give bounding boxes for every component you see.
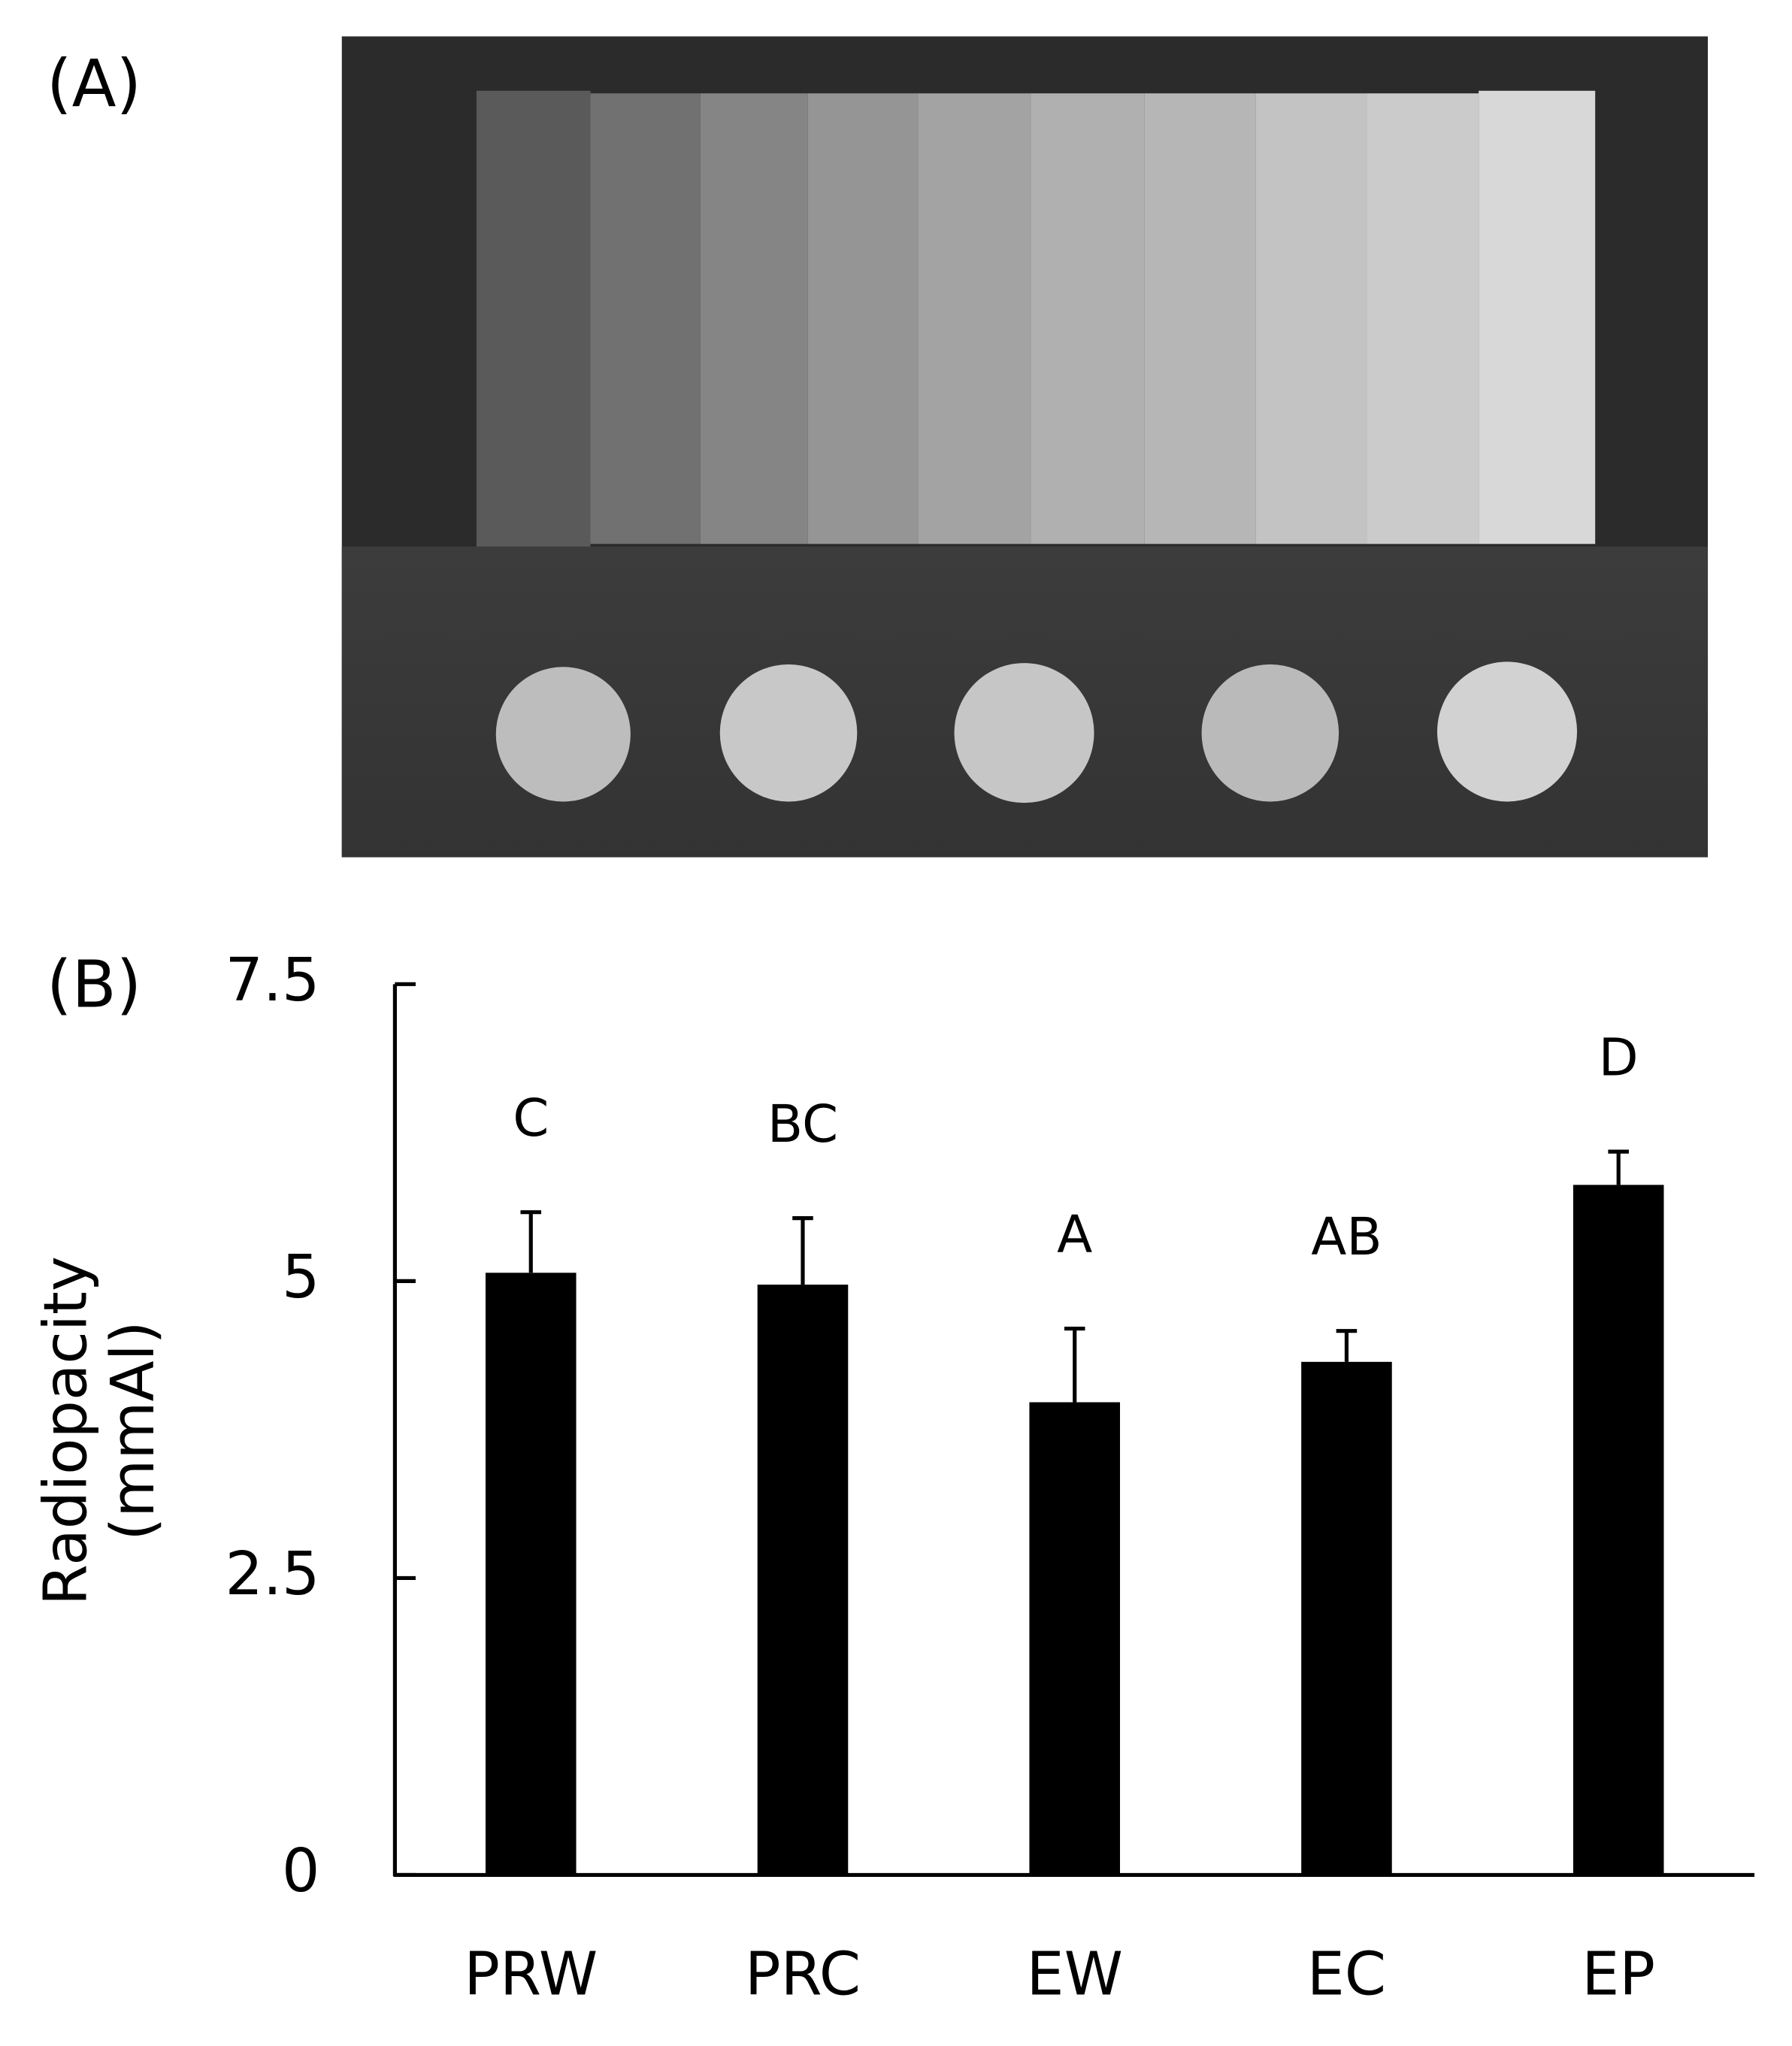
step (1367, 93, 1479, 544)
x-tick-label: EP (1582, 1939, 1655, 2009)
x-tick-label: PRW (464, 1939, 598, 2009)
step (700, 93, 808, 544)
step (1255, 93, 1368, 544)
x-tick-label: EW (1027, 1939, 1123, 2009)
bar (1301, 1361, 1392, 1875)
y-tick-label: 0 (282, 1836, 319, 1905)
significance-label: AB (1311, 1207, 1382, 1267)
bar (485, 1273, 577, 1875)
y-axis-title: Radiopacity (mmAl) (31, 1256, 168, 1606)
sample-disc (719, 664, 858, 802)
significance-label: A (1057, 1205, 1092, 1265)
radiograph (341, 36, 1709, 858)
sample-disc (1437, 661, 1578, 802)
y-tick-label: 5 (282, 1242, 319, 1312)
step (1479, 90, 1596, 544)
step (918, 93, 1031, 544)
sample-disc (954, 663, 1094, 804)
step (1144, 93, 1256, 544)
step (807, 93, 919, 544)
x-tick-label: PRC (745, 1939, 861, 2009)
significance-label: C (513, 1088, 549, 1149)
sample-disc (1201, 664, 1339, 802)
y-tick-label: 2.5 (225, 1539, 319, 1609)
y-axis-title-line: Radiopacity (31, 1256, 101, 1606)
step (590, 93, 701, 544)
x-tick-label: EC (1307, 1939, 1386, 2009)
sample-disc (495, 667, 631, 802)
step (476, 90, 591, 547)
bar (1029, 1402, 1120, 1875)
y-tick-label: 7.5 (225, 945, 319, 1015)
step (1031, 93, 1145, 544)
panel-label: (B) (47, 948, 141, 1023)
panel-label: (A) (47, 47, 141, 122)
significance-label: BC (767, 1094, 838, 1155)
bar (757, 1285, 849, 1875)
bar (1573, 1185, 1664, 1875)
y-axis-title-line: (mmAl) (98, 1321, 168, 1540)
significance-label: D (1599, 1028, 1639, 1088)
